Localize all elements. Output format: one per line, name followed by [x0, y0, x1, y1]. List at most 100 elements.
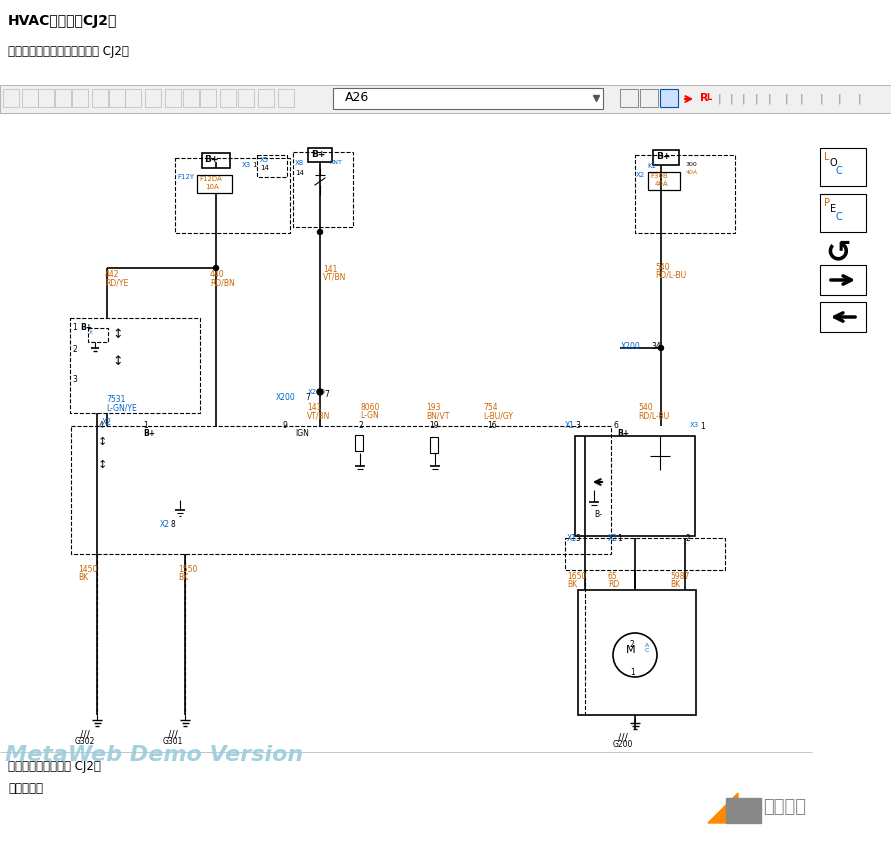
Bar — [92, 89, 108, 107]
Bar — [70, 318, 200, 413]
Text: M: M — [626, 645, 636, 655]
Text: 3: 3 — [72, 375, 77, 384]
Text: 2: 2 — [685, 534, 690, 543]
Text: X2: X2 — [608, 534, 618, 543]
Text: BK: BK — [567, 580, 577, 589]
Text: 1: 1 — [617, 534, 622, 543]
Text: 1: 1 — [700, 422, 705, 431]
Text: 6: 6 — [614, 421, 619, 430]
Text: BK: BK — [178, 573, 188, 582]
Text: X200: X200 — [276, 393, 296, 402]
Text: 5987: 5987 — [670, 572, 690, 581]
Text: X2: X2 — [102, 418, 112, 427]
Bar — [820, 302, 866, 332]
Text: |: | — [718, 93, 722, 104]
Text: |: | — [858, 93, 862, 104]
Text: VT/BN: VT/BN — [323, 273, 347, 282]
Bar — [38, 89, 54, 107]
Bar — [640, 89, 658, 107]
Text: L-GN: L-GN — [360, 411, 379, 420]
Text: |: | — [800, 93, 804, 104]
Text: 压缩机控制装置（带 CJ2）: 压缩机控制装置（带 CJ2） — [8, 760, 101, 773]
Bar — [3, 89, 19, 107]
Bar — [238, 89, 254, 107]
Bar — [165, 89, 181, 107]
Bar — [620, 89, 638, 107]
Text: 65: 65 — [608, 572, 617, 581]
Text: ↕: ↕ — [112, 355, 122, 368]
Text: 8060: 8060 — [360, 403, 380, 412]
Bar — [71, 426, 611, 554]
Text: IGN: IGN — [295, 429, 309, 438]
Text: 14: 14 — [260, 165, 269, 171]
Text: 汽修帮手: 汽修帮手 — [763, 798, 806, 816]
Text: 8: 8 — [170, 520, 175, 529]
Text: X1: X1 — [565, 421, 575, 430]
Bar — [278, 89, 294, 107]
Text: 10A: 10A — [205, 184, 219, 190]
Text: C: C — [836, 212, 843, 222]
Bar — [575, 436, 695, 536]
Text: 1: 1 — [630, 668, 634, 677]
Text: B-: B- — [594, 510, 602, 519]
Text: 2: 2 — [358, 421, 363, 430]
Text: MetaWeb Demo Version: MetaWeb Demo Version — [5, 745, 303, 765]
Text: 电源、携鐵和鼓风机电机（带 CJ2）: 电源、携鐵和鼓风机电机（带 CJ2） — [8, 45, 129, 58]
Text: X8: X8 — [295, 160, 304, 166]
Text: E: E — [830, 204, 836, 214]
Text: X3: X3 — [690, 422, 699, 428]
Text: L-GN/YE: L-GN/YE — [106, 403, 136, 412]
Bar — [55, 89, 71, 107]
Polygon shape — [708, 793, 738, 823]
Text: 34: 34 — [651, 342, 661, 351]
Text: G302: G302 — [75, 737, 95, 746]
Text: 2: 2 — [630, 640, 634, 649]
Text: XNT: XNT — [330, 160, 343, 165]
Text: 4: 4 — [99, 421, 104, 430]
Text: 40A: 40A — [686, 170, 699, 175]
Text: 193: 193 — [426, 403, 440, 412]
Text: X200: X200 — [308, 389, 326, 395]
Text: X: X — [89, 330, 93, 335]
Bar — [565, 538, 725, 570]
Text: 19: 19 — [429, 421, 438, 430]
Text: BN/VT: BN/VT — [426, 411, 449, 420]
Text: |: | — [785, 93, 789, 104]
Text: L-BU/GY: L-BU/GY — [483, 411, 513, 420]
Bar — [355, 435, 363, 451]
Text: 5: 5 — [575, 534, 580, 543]
Bar — [220, 89, 236, 107]
Text: 1450: 1450 — [78, 565, 97, 574]
Bar — [820, 265, 866, 295]
Text: RD/YE: RD/YE — [105, 278, 128, 287]
Bar — [175, 158, 290, 233]
Text: 40A: 40A — [655, 181, 668, 187]
Text: 1550: 1550 — [178, 565, 198, 574]
Bar — [145, 89, 161, 107]
Text: 击显示图片: 击显示图片 — [8, 782, 43, 795]
Text: ///: /// — [80, 730, 90, 740]
Text: G200: G200 — [613, 740, 634, 749]
Text: ↕: ↕ — [112, 328, 122, 341]
Text: 1: 1 — [252, 162, 257, 168]
Bar — [257, 155, 287, 177]
Text: BK: BK — [78, 573, 88, 582]
Text: 1: 1 — [72, 323, 77, 332]
Text: 14: 14 — [295, 170, 304, 176]
Bar — [660, 89, 678, 107]
Text: |: | — [755, 93, 758, 104]
Text: |: | — [820, 93, 823, 104]
Text: A
C: A C — [645, 642, 650, 653]
Bar — [293, 152, 353, 227]
Bar — [308, 148, 332, 162]
Text: ↕: ↕ — [98, 460, 108, 470]
Text: VT/BN: VT/BN — [307, 411, 331, 420]
Text: |: | — [742, 93, 746, 104]
Circle shape — [658, 345, 664, 350]
Bar — [183, 89, 199, 107]
Text: X2: X2 — [160, 520, 170, 529]
Text: |: | — [730, 93, 733, 104]
Text: O: O — [830, 158, 838, 168]
Text: F12Y: F12Y — [177, 174, 194, 180]
Bar — [109, 89, 125, 107]
